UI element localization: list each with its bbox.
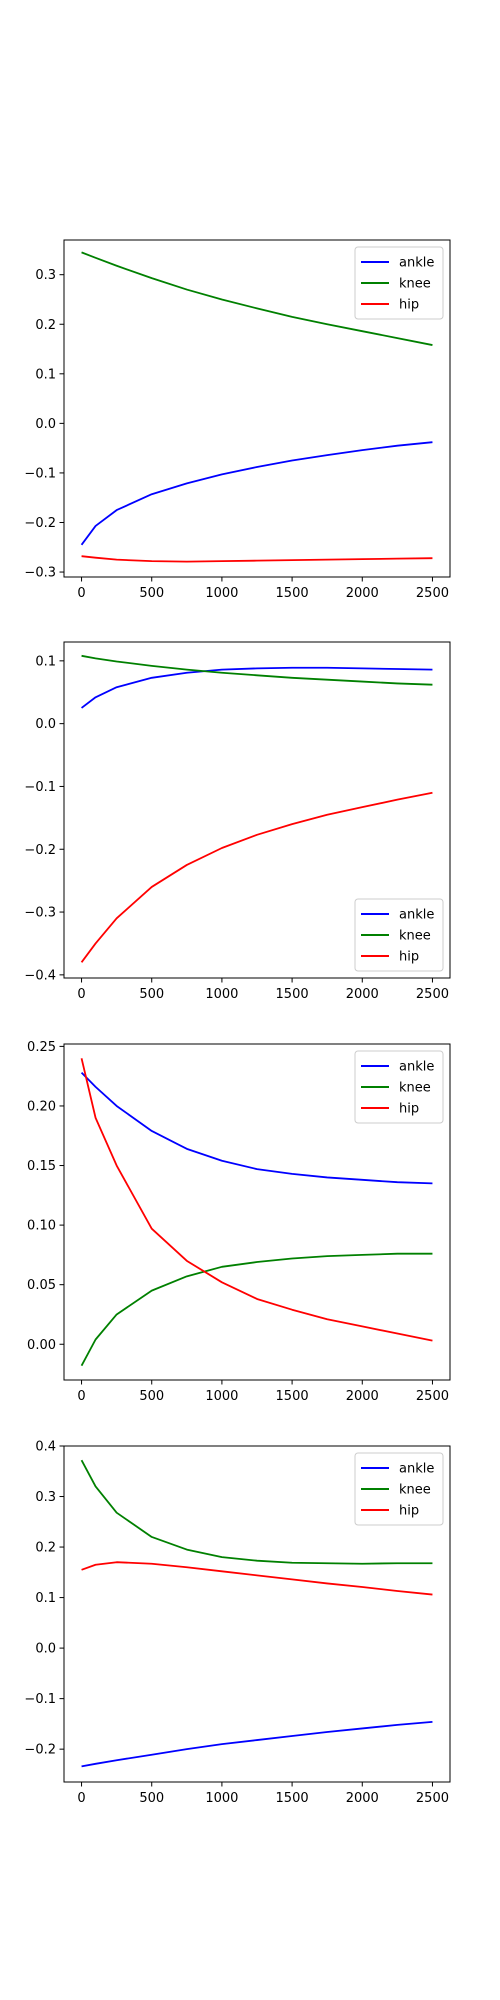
x-tick-label: 0: [77, 586, 85, 601]
x-tick-label: 1000: [205, 586, 238, 601]
x-tick-label: 2000: [346, 1389, 379, 1404]
ankle-series-line: [81, 666, 433, 709]
plot-area: [80, 1459, 433, 1768]
x-tick-label: 1000: [205, 1791, 238, 1806]
y-tick-label: 0.3: [35, 268, 56, 283]
x-tick-label: 2500: [416, 586, 449, 601]
hip-series-line: [81, 1561, 433, 1596]
legend-knee-label: knee: [399, 1483, 431, 1498]
axes-frame: [63, 239, 451, 578]
y-tick-label: 0.1: [35, 654, 56, 669]
legend-ankle-label: ankle: [399, 908, 434, 923]
y-tick-label: 0.05: [27, 1278, 56, 1293]
legend: ankle knee hip: [354, 1452, 444, 1526]
knee-series-line: [81, 251, 433, 346]
y-tick-label: 0.20: [27, 1099, 56, 1114]
x-tick-label: 500: [139, 586, 164, 601]
legend-box: [354, 246, 444, 320]
x-tick-label: 1500: [276, 1791, 309, 1806]
chart-4: 0 500 1000 1500 2000 2500 −0.2 −0.1 0.0 0.1 0.2 0.3…: [24, 1440, 451, 1806]
y-tick-label: −0.2: [24, 516, 56, 531]
legend-hip-label: hip: [399, 950, 419, 965]
ankle-series-line: [80, 1071, 433, 1185]
chart-3: 0 500 1000 1500 2000 2500 0.00 0.05 0.10 0.15 0.20…: [27, 1040, 451, 1404]
legend-box: [354, 1050, 444, 1124]
legend: ankle knee hip: [354, 898, 444, 972]
y-tick-label: 0.0: [35, 417, 56, 432]
legend-ankle-label: ankle: [399, 1462, 434, 1477]
legend-box: [354, 898, 444, 972]
ankle-series-line: [80, 441, 433, 546]
y-tick-label: 0.25: [27, 1040, 56, 1055]
legend-knee-label: knee: [399, 1081, 431, 1096]
legend-hip-label: hip: [399, 1102, 419, 1117]
x-tick-label: 0: [77, 1791, 85, 1806]
x-tick-label: 1500: [276, 586, 309, 601]
y-tick-label: −0.3: [24, 906, 56, 921]
plot-area: [80, 654, 433, 963]
knee-series-line: [80, 1459, 433, 1565]
y-tick-label: 0.15: [27, 1159, 56, 1174]
knee-series-line: [81, 654, 433, 686]
y-tick-label: 0.0: [35, 1642, 56, 1657]
y-tick-label: −0.2: [24, 843, 56, 858]
hip-series-line: [80, 791, 433, 963]
x-tick-label: 1000: [205, 1389, 238, 1404]
y-tick-label: −0.4: [24, 968, 56, 983]
x-tick-label: 1000: [205, 987, 238, 1002]
y-tick-label: −0.1: [24, 1692, 56, 1707]
y-tick-label: 0.2: [35, 318, 56, 333]
hip-series-line: [81, 555, 433, 563]
axes-frame: [63, 1445, 451, 1783]
plot-area: [80, 251, 433, 563]
y-tick-label: 0.4: [35, 1440, 56, 1455]
legend: ankle knee hip: [354, 1050, 444, 1124]
ankle-series-line: [81, 1720, 433, 1768]
legend-knee-label: knee: [399, 277, 431, 292]
y-tick-label: 0.00: [27, 1338, 56, 1353]
y-tick-label: 0.1: [35, 367, 56, 382]
knee-series-line: [80, 1252, 433, 1367]
legend-ankle-label: ankle: [399, 1060, 434, 1075]
axes-frame: [63, 641, 451, 979]
x-tick-label: 0: [77, 1389, 85, 1404]
y-tick-label: 0.3: [35, 1490, 56, 1505]
y-tick-label: 0.0: [35, 717, 56, 732]
legend-hip-label: hip: [399, 1504, 419, 1519]
y-tick-label: 0.10: [27, 1219, 56, 1234]
x-tick-label: 2000: [346, 1791, 379, 1806]
x-tick-label: 1500: [276, 987, 309, 1002]
x-tick-label: 2500: [416, 987, 449, 1002]
plot-area: [80, 1058, 433, 1367]
x-tick-label: 2000: [346, 586, 379, 601]
x-tick-label: 2500: [416, 1389, 449, 1404]
y-tick-label: 0.1: [35, 1591, 56, 1606]
chart-2: 0 500 1000 1500 2000 2500 −0.4 −0.3 −0.2 −0.1 0.0 0…: [24, 641, 451, 1002]
y-tick-label: −0.3: [24, 566, 56, 581]
x-tick-label: 500: [139, 1791, 164, 1806]
x-tick-label: 1500: [276, 1389, 309, 1404]
y-tick-label: 0.2: [35, 1541, 56, 1556]
x-tick-label: 0: [77, 987, 85, 1002]
hip-series-line: [80, 1058, 433, 1342]
legend-hip-label: hip: [399, 298, 419, 313]
legend-box: [354, 1452, 444, 1526]
legend: ankle knee hip: [354, 246, 444, 320]
x-tick-label: 2500: [416, 1791, 449, 1806]
axes-frame: [63, 1043, 451, 1381]
y-tick-label: −0.2: [24, 1743, 56, 1758]
legend-knee-label: knee: [399, 929, 431, 944]
x-tick-label: 500: [139, 1389, 164, 1404]
legend-ankle-label: ankle: [399, 256, 434, 271]
y-tick-label: −0.1: [24, 466, 56, 481]
y-tick-label: −0.1: [24, 780, 56, 795]
x-tick-label: 500: [139, 987, 164, 1002]
x-tick-label: 2000: [346, 987, 379, 1002]
chart-1: 0 500 1000 1500 2000 2500 −0.3 −0.2 −0.1 0.0 0.1 0.…: [24, 239, 451, 601]
